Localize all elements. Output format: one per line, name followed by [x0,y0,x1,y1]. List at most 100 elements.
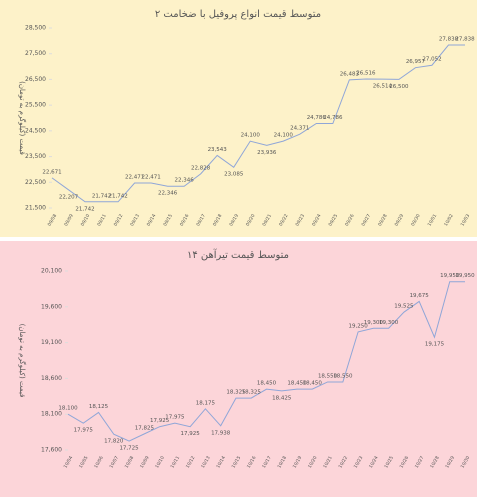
x-tick-label: 10/06 [93,455,105,469]
x-tick-label: 10/04 [63,455,75,469]
data-label: 24,786 [307,115,327,121]
data-label: 24,786 [323,115,343,121]
line [51,44,465,203]
data-label: 22,471 [141,175,160,181]
data-label: 23,936 [257,150,277,156]
data-label: 26,500 [389,84,409,90]
x-tick-label: 10/21 [322,455,334,469]
x-tick-label: 09/25 [327,213,339,227]
data-label: 26,483 [340,71,360,77]
data-label: 17,925 [181,431,201,437]
data-label: 24,100 [274,133,294,139]
y-tick-label: 19,600 [41,303,62,310]
data-label: 19,175 [425,342,445,348]
data-label: 17,725 [119,446,139,452]
data-label: 18,100 [58,406,78,412]
x-tick-label: 10/10 [154,455,166,469]
data-label: 22,471 [125,175,144,181]
x-tick-label: 10/23 [353,455,365,469]
data-label: 18,450 [287,381,307,387]
data-label: 19,675 [410,293,430,299]
y-tick-label: 17,600 [41,447,62,454]
x-tick-label: 09/09 [63,213,75,227]
data-label: 18,425 [272,395,292,401]
x-tick-label: 10/01 [427,213,439,227]
y-tick-label: 20,100 [41,268,62,275]
y-tick-label: 18,600 [41,375,62,382]
x-tick-label: 09/10 [80,213,92,227]
data-label: 19,525 [394,304,414,310]
data-label: 18,325 [242,390,262,396]
x-tick-label: 09/14 [146,213,158,227]
y-tick-label: 28,500 [25,25,46,32]
y-tick-label: 27,500 [25,50,46,57]
x-tick-label: 09/27 [360,213,372,227]
data-label: 17,825 [135,425,155,431]
y-tick-label: 24,500 [25,127,46,134]
data-label: 18,125 [89,404,109,410]
x-tick-label: 09/30 [410,213,422,227]
x-tick-label: 09/13 [129,213,141,227]
y-tick-label: 22,500 [25,179,46,186]
data-label: 17,975 [165,415,185,421]
x-tick-label: 10/16 [246,455,258,469]
x-tick-label: 10/08 [124,455,136,469]
data-label: 26,516 [356,71,376,77]
data-label: 19,950 [455,273,475,279]
y-tick-label: 23,500 [25,153,46,160]
x-tick-label: 10/07 [108,455,120,469]
data-label: 21,742 [108,193,127,199]
data-label: 26,957 [406,59,426,65]
x-tick-label: 09/26 [344,213,356,227]
x-tick-label: 10/22 [337,455,349,469]
x-tick-label: 10/09 [139,455,151,469]
line [67,281,465,442]
x-tick-label: 10/14 [215,455,227,469]
x-tick-label: 09/11 [96,213,108,227]
y-tick-label: 18,100 [41,411,62,418]
x-tick-label: 09/22 [278,213,290,227]
x-tick-label: 10/25 [383,455,395,469]
data-label: 18,450 [257,381,277,387]
x-tick-label: 09/29 [394,213,406,227]
data-label: 23,085 [224,172,244,178]
data-label: 22,346 [175,178,195,184]
x-tick-label: 09/28 [377,213,389,227]
y-axis-label: قیمت (کیلوگرم به تومان) [18,324,27,398]
data-label: 23,543 [208,147,228,153]
x-tick-label: 09/15 [162,213,174,227]
x-tick-label: 10/30 [460,455,472,469]
panel [0,0,477,237]
x-tick-label: 09/20 [245,213,257,227]
x-tick-label: 10/28 [429,455,441,469]
data-label: 27,838 [439,37,459,43]
data-label: 19,250 [348,323,368,329]
data-label: 17,925 [150,418,170,424]
x-tick-label: 10/02 [443,213,455,227]
data-label: 17,975 [74,428,94,434]
data-label: 17,938 [211,430,231,436]
x-tick-label: 10/29 [444,455,456,469]
data-label: 22,671 [42,169,61,175]
x-tick-label: 09/18 [212,213,224,227]
data-label: 27,052 [422,57,441,63]
data-label: 18,175 [196,400,216,406]
data-label: 18,450 [303,381,323,387]
x-tick-label: 09/08 [47,213,59,227]
x-tick-label: 10/17 [261,455,273,469]
x-tick-label: 10/11 [169,455,181,469]
x-tick-label: 10/18 [276,455,288,469]
x-tick-label: 10/15 [231,455,243,469]
data-label: 18,550 [318,373,338,379]
data-label: 22,207 [59,194,79,200]
x-tick-label: 10/03 [460,213,472,227]
x-tick-label: 09/12 [113,213,125,227]
chart-title: متوسط قیمت انواع پروفیل با ضخامت ۲ [155,9,321,20]
data-label: 19,950 [440,273,460,279]
chart-title: متوسط قیمت تیرآهن ۱۴ [187,248,289,261]
x-tick-label: 09/16 [179,213,191,227]
x-tick-label: 09/17 [195,213,207,227]
y-axis-label: قیمت (کیلوگرم به تومان) [18,81,27,155]
x-tick-label: 10/26 [399,455,411,469]
